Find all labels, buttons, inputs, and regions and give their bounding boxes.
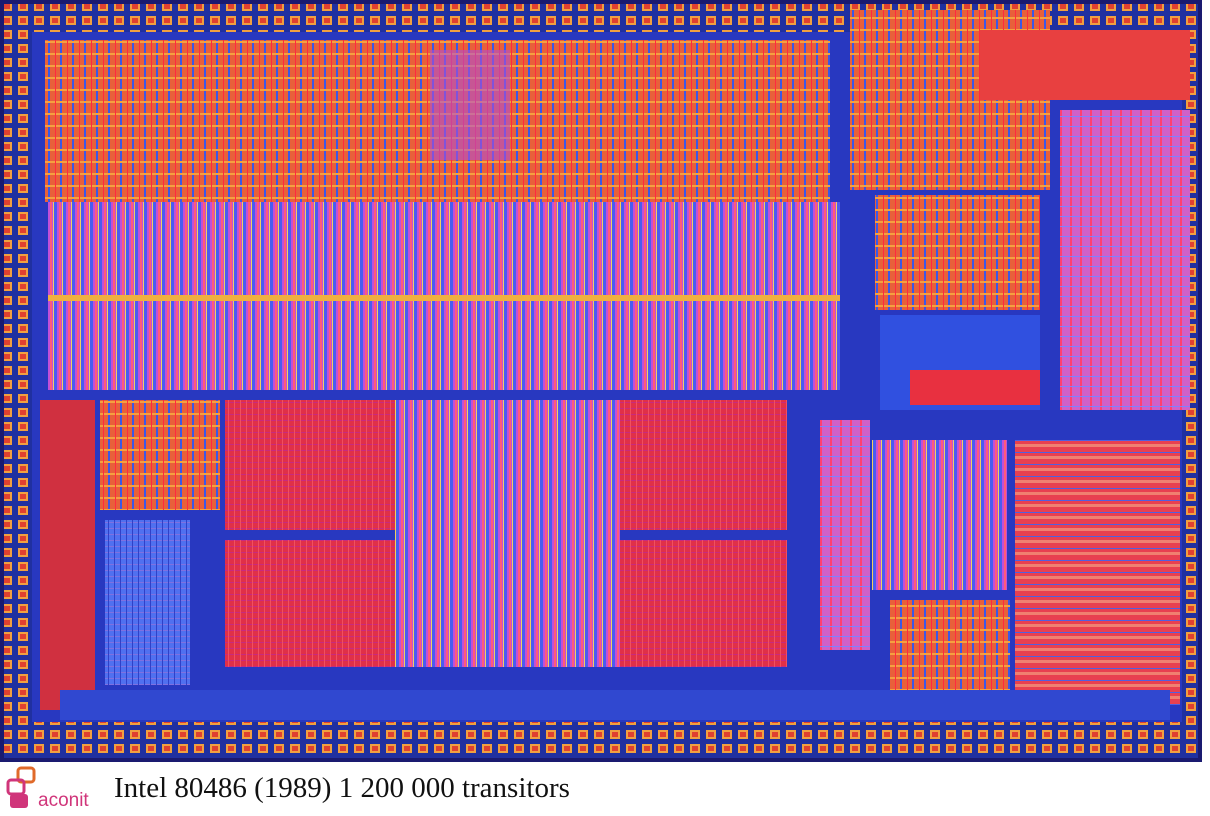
block [875, 195, 1040, 310]
block [1015, 440, 1180, 705]
cache [225, 540, 395, 667]
block [820, 420, 870, 650]
block [890, 600, 1010, 705]
block [40, 400, 95, 710]
block [1060, 110, 1190, 410]
bus [60, 690, 1170, 720]
block [980, 30, 1190, 100]
block [430, 50, 510, 160]
block [100, 400, 220, 510]
block [910, 370, 1040, 405]
logo-icon [6, 766, 36, 808]
cache [620, 400, 787, 530]
logo-text: aconit [38, 790, 89, 811]
caption: Intel 80486 (1989) 1 200 000 transitors [114, 772, 570, 804]
cache [620, 540, 787, 667]
cache [225, 400, 395, 530]
block [872, 440, 1007, 590]
block [48, 295, 840, 301]
block [395, 400, 620, 667]
block [105, 520, 190, 685]
die-photo [0, 0, 1202, 762]
